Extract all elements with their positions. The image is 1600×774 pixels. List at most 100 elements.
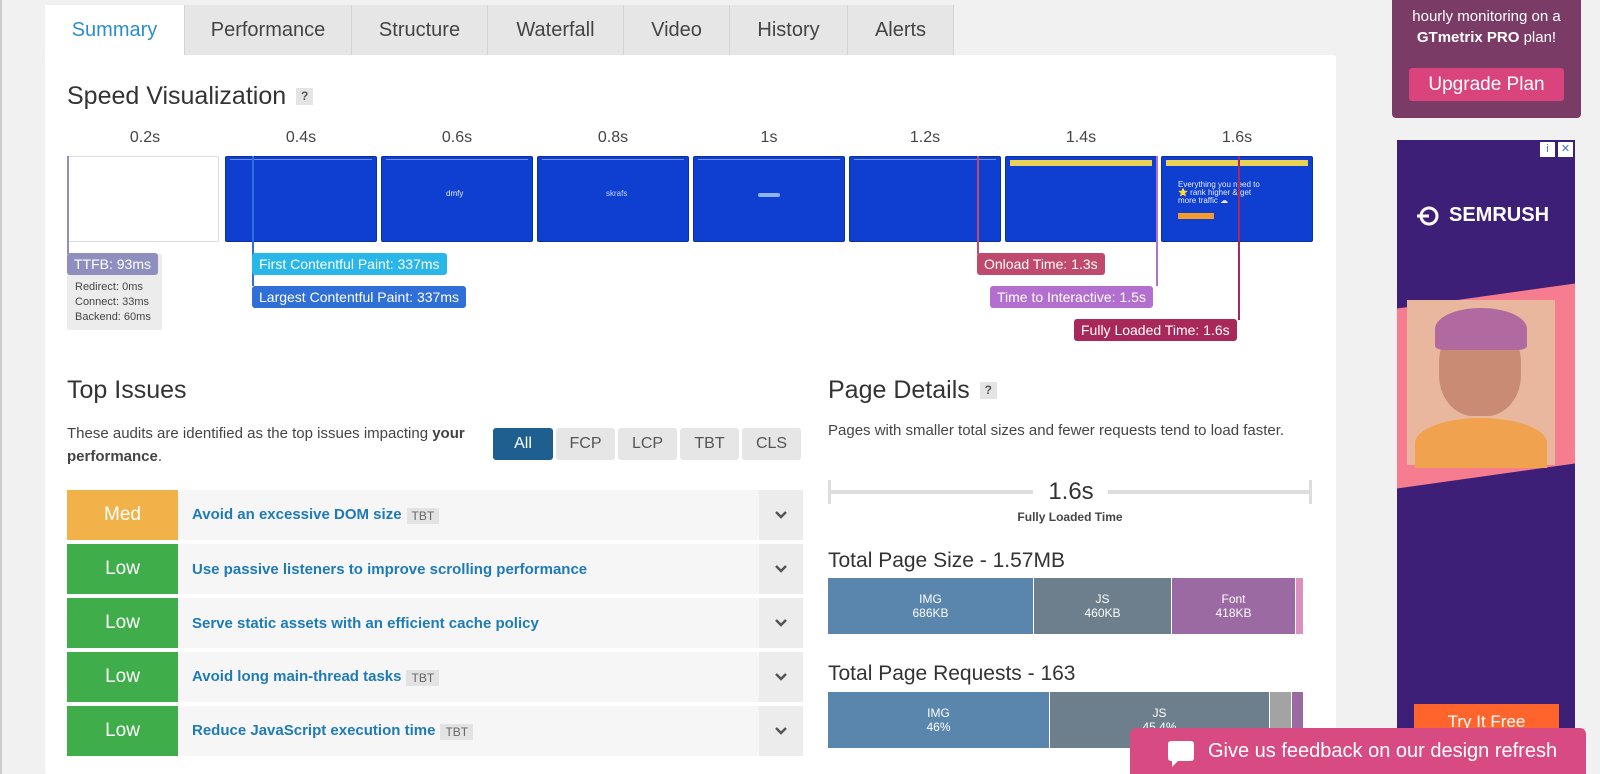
upsell-brand: GTmetrix PRO [1416,29,1520,46]
chevron-down-icon [775,619,787,627]
desc-bold: your performance [67,425,465,465]
request-segment-img[interactable]: IMG 46% [828,692,1050,748]
filmstrip-frame[interactable] [67,156,219,242]
severity-badge: Low [67,652,178,702]
ttfb-label: TTFB: 93ms [67,253,159,275]
page-size-bar: IMG 686KB JS 460KB Font 418KB [828,578,1310,634]
tab-waterfall[interactable]: Waterfall [488,5,624,55]
expand-toggle[interactable] [759,706,803,756]
size-segment-other[interactable] [1296,578,1304,634]
severity-badge: Low [67,544,178,594]
ad-controls: i ✕ [1540,142,1573,157]
filmstrip-frame[interactable] [849,156,1001,242]
ad-close-icon[interactable]: ✕ [1558,142,1573,157]
fully-loaded-marker [1238,156,1240,320]
top-issues-heading: Top Issues [67,376,187,404]
tab-structure[interactable]: Structure [352,5,488,55]
segment-label: JS [1152,706,1167,720]
ad-photo [1407,300,1555,468]
time-label: 0.8s [597,129,629,146]
advertisement[interactable]: i ✕ SEMRUSH Try It Free [1397,140,1575,774]
issue-row[interactable]: Low Use passive listeners to improve scr… [67,544,803,594]
ttfb-marker [67,156,69,254]
expand-toggle[interactable] [759,544,803,594]
expand-toggle[interactable] [759,490,803,540]
issue-title-text: Avoid an excessive DOM size [192,506,402,524]
help-icon[interactable]: ? [296,88,314,105]
metric-tag: TBT [440,723,474,740]
time-label: 0.2s [129,129,161,146]
issue-title[interactable]: Avoid an excessive DOM size TBT [192,506,440,524]
issue-row[interactable]: Low Reduce JavaScript execution time TBT [67,706,803,756]
issue-title-text: Serve static assets with an efficient ca… [192,614,539,632]
filmstrip-frame[interactable] [225,156,377,242]
expand-toggle[interactable] [759,598,803,648]
chevron-down-icon [775,727,787,735]
severity-badge: Low [67,706,178,756]
upsell-text: hourly monitoring on a GTmetrix PRO plan… [1392,6,1581,48]
tti-marker [1156,156,1158,286]
page-edge [0,0,2,774]
filmstrip-frame[interactable] [1005,156,1157,242]
expand-toggle[interactable] [759,652,803,702]
filter-lcp[interactable]: LCP [618,428,677,460]
severity-badge: Med [67,490,178,540]
filmstrip-frame[interactable] [693,156,845,242]
semrush-flame-icon [1417,206,1439,225]
filter-fcp[interactable]: FCP [556,428,615,460]
size-segment-img[interactable]: IMG 686KB [828,578,1034,634]
onload-marker [977,156,979,254]
desc-text: These audits are identified as the top i… [67,425,433,442]
issue-filters: All FCP LCP TBT CLS [493,428,801,460]
top-issues-title: Top Issues [67,376,187,405]
segment-value: 686KB [912,606,949,620]
time-label: 0.4s [285,129,317,146]
issue-row[interactable]: Low Serve static assets with an efficien… [67,598,803,648]
tab-video[interactable]: Video [624,5,730,55]
size-segment-font[interactable]: Font 418KB [1172,578,1296,634]
filter-cls[interactable]: CLS [742,428,801,460]
try-it-free-button[interactable]: Try It Free [1414,704,1559,740]
connect-time: Connect: 33ms [75,296,149,308]
speed-visualization-heading: Speed Visualization [67,82,287,110]
backend-time: Backend: 60ms [75,311,151,323]
chevron-down-icon [775,565,787,573]
issue-row[interactable]: Low Avoid long main-thread tasks TBT [67,652,803,702]
desc-suffix: . [157,448,163,465]
size-segment-js[interactable]: JS 460KB [1034,578,1172,634]
issue-row[interactable]: Med Avoid an excessive DOM size TBT [67,490,803,540]
feedback-button[interactable]: Give us feedback on our design refresh [1130,728,1586,774]
help-icon[interactable]: ? [979,382,997,399]
tab-summary[interactable]: Summary [45,5,185,55]
issue-title[interactable]: Use passive listeners to improve scrolli… [192,561,587,578]
upgrade-plan-button[interactable]: Upgrade Plan [1409,68,1564,101]
tab-history[interactable]: History [730,5,848,55]
tab-performance[interactable]: Performance [185,5,352,55]
timeline-line [1108,490,1312,494]
segment-value: 418KB [1215,606,1252,620]
filmstrip-frame[interactable]: Everything you need to ⭐ rank higher & g… [1161,156,1313,242]
ad-info-icon[interactable]: i [1540,142,1555,157]
filmstrip-frame[interactable]: skrafs [537,156,689,242]
onload-label: Onload Time: 1.3s [977,253,1105,275]
filter-all[interactable]: All [493,428,553,460]
ad-brand: SEMRUSH [1449,204,1550,226]
page-details-heading: Page Details [828,376,970,404]
redirect-time: Redirect: 0ms [75,281,143,293]
fully-loaded-caption: Fully Loaded Time [1017,510,1123,524]
issue-title[interactable]: Reduce JavaScript execution time TBT [192,722,474,740]
issue-title[interactable]: Avoid long main-thread tasks TBT [192,668,440,686]
frame-hero-text: Everything you need to ⭐ rank higher & g… [1178,180,1260,205]
filter-tbt[interactable]: TBT [680,428,739,460]
issue-title-text: Reduce JavaScript execution time [192,722,436,740]
filmstrip-frame[interactable]: dmfy [381,156,533,242]
segment-label: JS [1095,592,1110,606]
issue-title[interactable]: Serve static assets with an efficient ca… [192,615,539,632]
segment-label: Font [1221,592,1246,606]
segment-value: 46% [926,720,951,734]
issue-title-text: Avoid long main-thread tasks [192,668,402,686]
upsell-line: hourly monitoring on a [1412,8,1561,25]
speed-visualization-title: Speed Visualization ? [67,82,314,111]
fully-loaded-value: 1.6s [1048,478,1094,505]
tab-alerts[interactable]: Alerts [848,5,954,55]
